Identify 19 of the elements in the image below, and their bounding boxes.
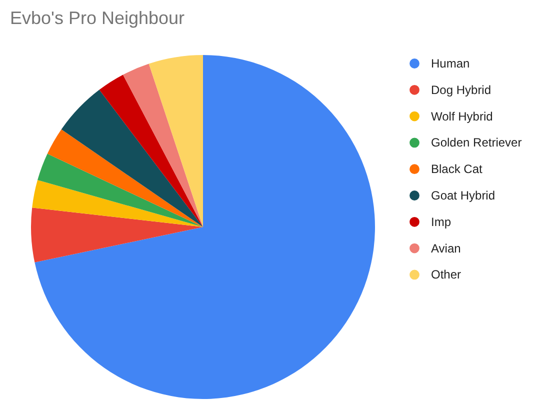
legend-label: Avian — [431, 241, 461, 256]
pie-slice — [31, 208, 203, 262]
legend-label: Goat Hybrid — [431, 188, 496, 202]
legend-label: Human — [431, 56, 470, 70]
legend-label: Other — [431, 268, 462, 282]
legend-label: Dog Hybrid — [431, 82, 492, 97]
legend-label: Imp — [431, 214, 452, 229]
pie-slice — [99, 74, 203, 227]
pie-slice — [47, 129, 203, 227]
chart-title: Evbo's Pro Neighbour — [10, 8, 185, 28]
pie-slice — [34, 55, 375, 399]
legend-label: Wolf Hybrid — [431, 109, 493, 124]
pie-slice — [61, 90, 203, 227]
legend-label: Golden Retriever — [431, 136, 522, 150]
pie-slice — [32, 180, 203, 227]
pie-slice — [148, 55, 203, 227]
pie-slice — [38, 154, 203, 227]
pie-slice — [122, 64, 203, 227]
legend-label: Black Cat — [431, 162, 484, 176]
